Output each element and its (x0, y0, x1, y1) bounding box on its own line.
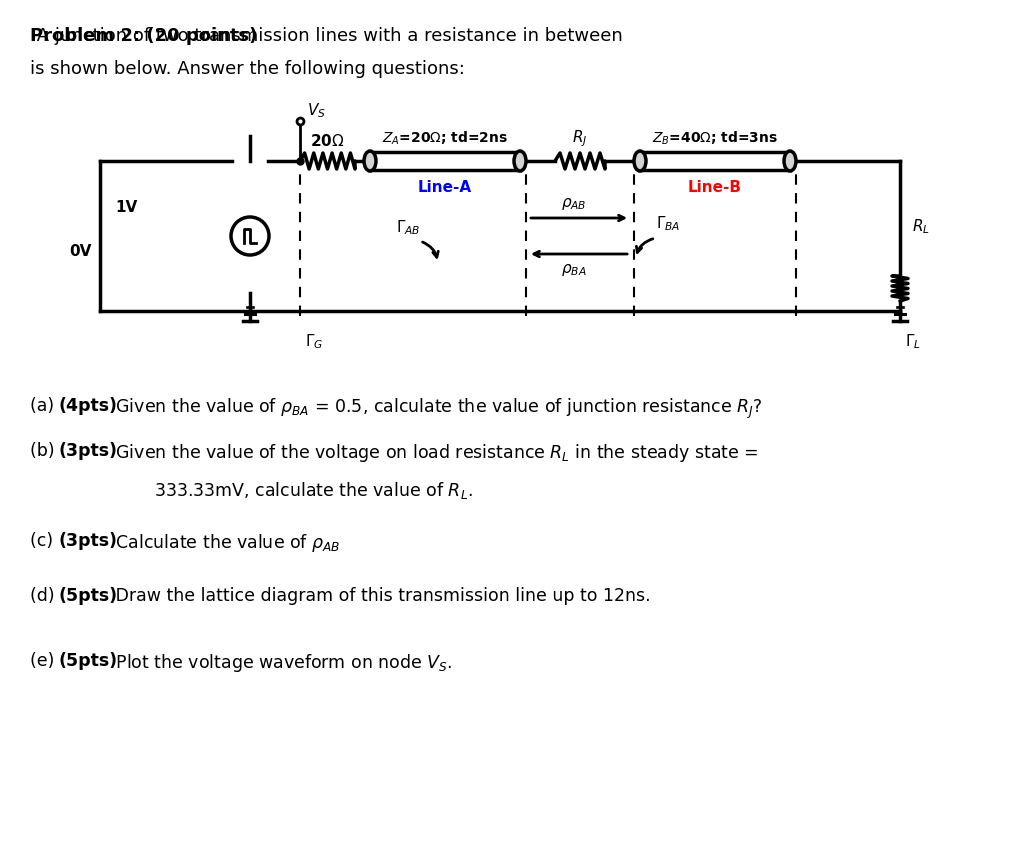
Text: Plot the voltage waveform on node $V_S$.: Plot the voltage waveform on node $V_S$. (110, 651, 453, 673)
Text: Draw the lattice diagram of this transmission line up to 12ns.: Draw the lattice diagram of this transmi… (110, 586, 650, 604)
Text: $\rho_{BA}$: $\rho_{BA}$ (561, 262, 587, 278)
Text: Given the value of the voltage on load resistance $R_L$ in the steady state =: Given the value of the voltage on load r… (110, 442, 759, 463)
Text: $Z_B$=40$\Omega$; td=3ns: $Z_B$=40$\Omega$; td=3ns (652, 129, 778, 147)
Ellipse shape (784, 152, 796, 172)
Ellipse shape (514, 152, 526, 172)
Text: (d): (d) (30, 586, 60, 604)
Text: 0V: 0V (70, 245, 92, 259)
Text: $Z_A$=20$\Omega$; td=2ns: $Z_A$=20$\Omega$; td=2ns (382, 129, 508, 147)
Text: $\rho_{AB}$: $\rho_{AB}$ (561, 195, 587, 212)
Text: 1V: 1V (115, 199, 137, 214)
Text: $\Gamma_L$: $\Gamma_L$ (905, 331, 921, 350)
Text: A junction of two transmission lines with a resistance in between: A junction of two transmission lines wit… (31, 27, 623, 45)
Text: (5pts): (5pts) (58, 586, 117, 604)
Text: $\Gamma_{AB}$: $\Gamma_{AB}$ (395, 218, 420, 237)
Ellipse shape (364, 152, 376, 172)
Text: (e): (e) (30, 651, 59, 669)
Text: (4pts): (4pts) (58, 397, 117, 414)
Text: Line-B: Line-B (688, 179, 742, 195)
Text: (a): (a) (30, 397, 59, 414)
Text: Given the value of $\rho_{BA}$ = 0.5, calculate the value of junction resistance: Given the value of $\rho_{BA}$ = 0.5, ca… (110, 397, 763, 421)
Text: 333.33mV, calculate the value of $R_L$.: 333.33mV, calculate the value of $R_L$. (110, 480, 473, 500)
Text: Line-A: Line-A (418, 179, 472, 195)
Ellipse shape (634, 152, 646, 172)
Text: $R_J$: $R_J$ (572, 128, 588, 149)
Text: (b): (b) (30, 442, 60, 460)
Text: Problem 2: (20 points): Problem 2: (20 points) (30, 27, 257, 45)
Text: is shown below. Answer the following questions:: is shown below. Answer the following que… (30, 60, 465, 77)
Text: $R_L$: $R_L$ (912, 217, 930, 236)
Text: $V_S$: $V_S$ (307, 102, 326, 120)
Text: (3pts): (3pts) (58, 442, 117, 460)
Text: 20$\Omega$: 20$\Omega$ (310, 133, 344, 149)
Text: (3pts): (3pts) (58, 531, 117, 549)
Text: (5pts): (5pts) (58, 651, 117, 669)
Text: Calculate the value of $\rho_{AB}$: Calculate the value of $\rho_{AB}$ (110, 531, 340, 554)
Text: $\Gamma_{BA}$: $\Gamma_{BA}$ (656, 214, 681, 232)
Text: $\Gamma_G$: $\Gamma_G$ (305, 331, 324, 350)
Text: (c): (c) (30, 531, 58, 549)
